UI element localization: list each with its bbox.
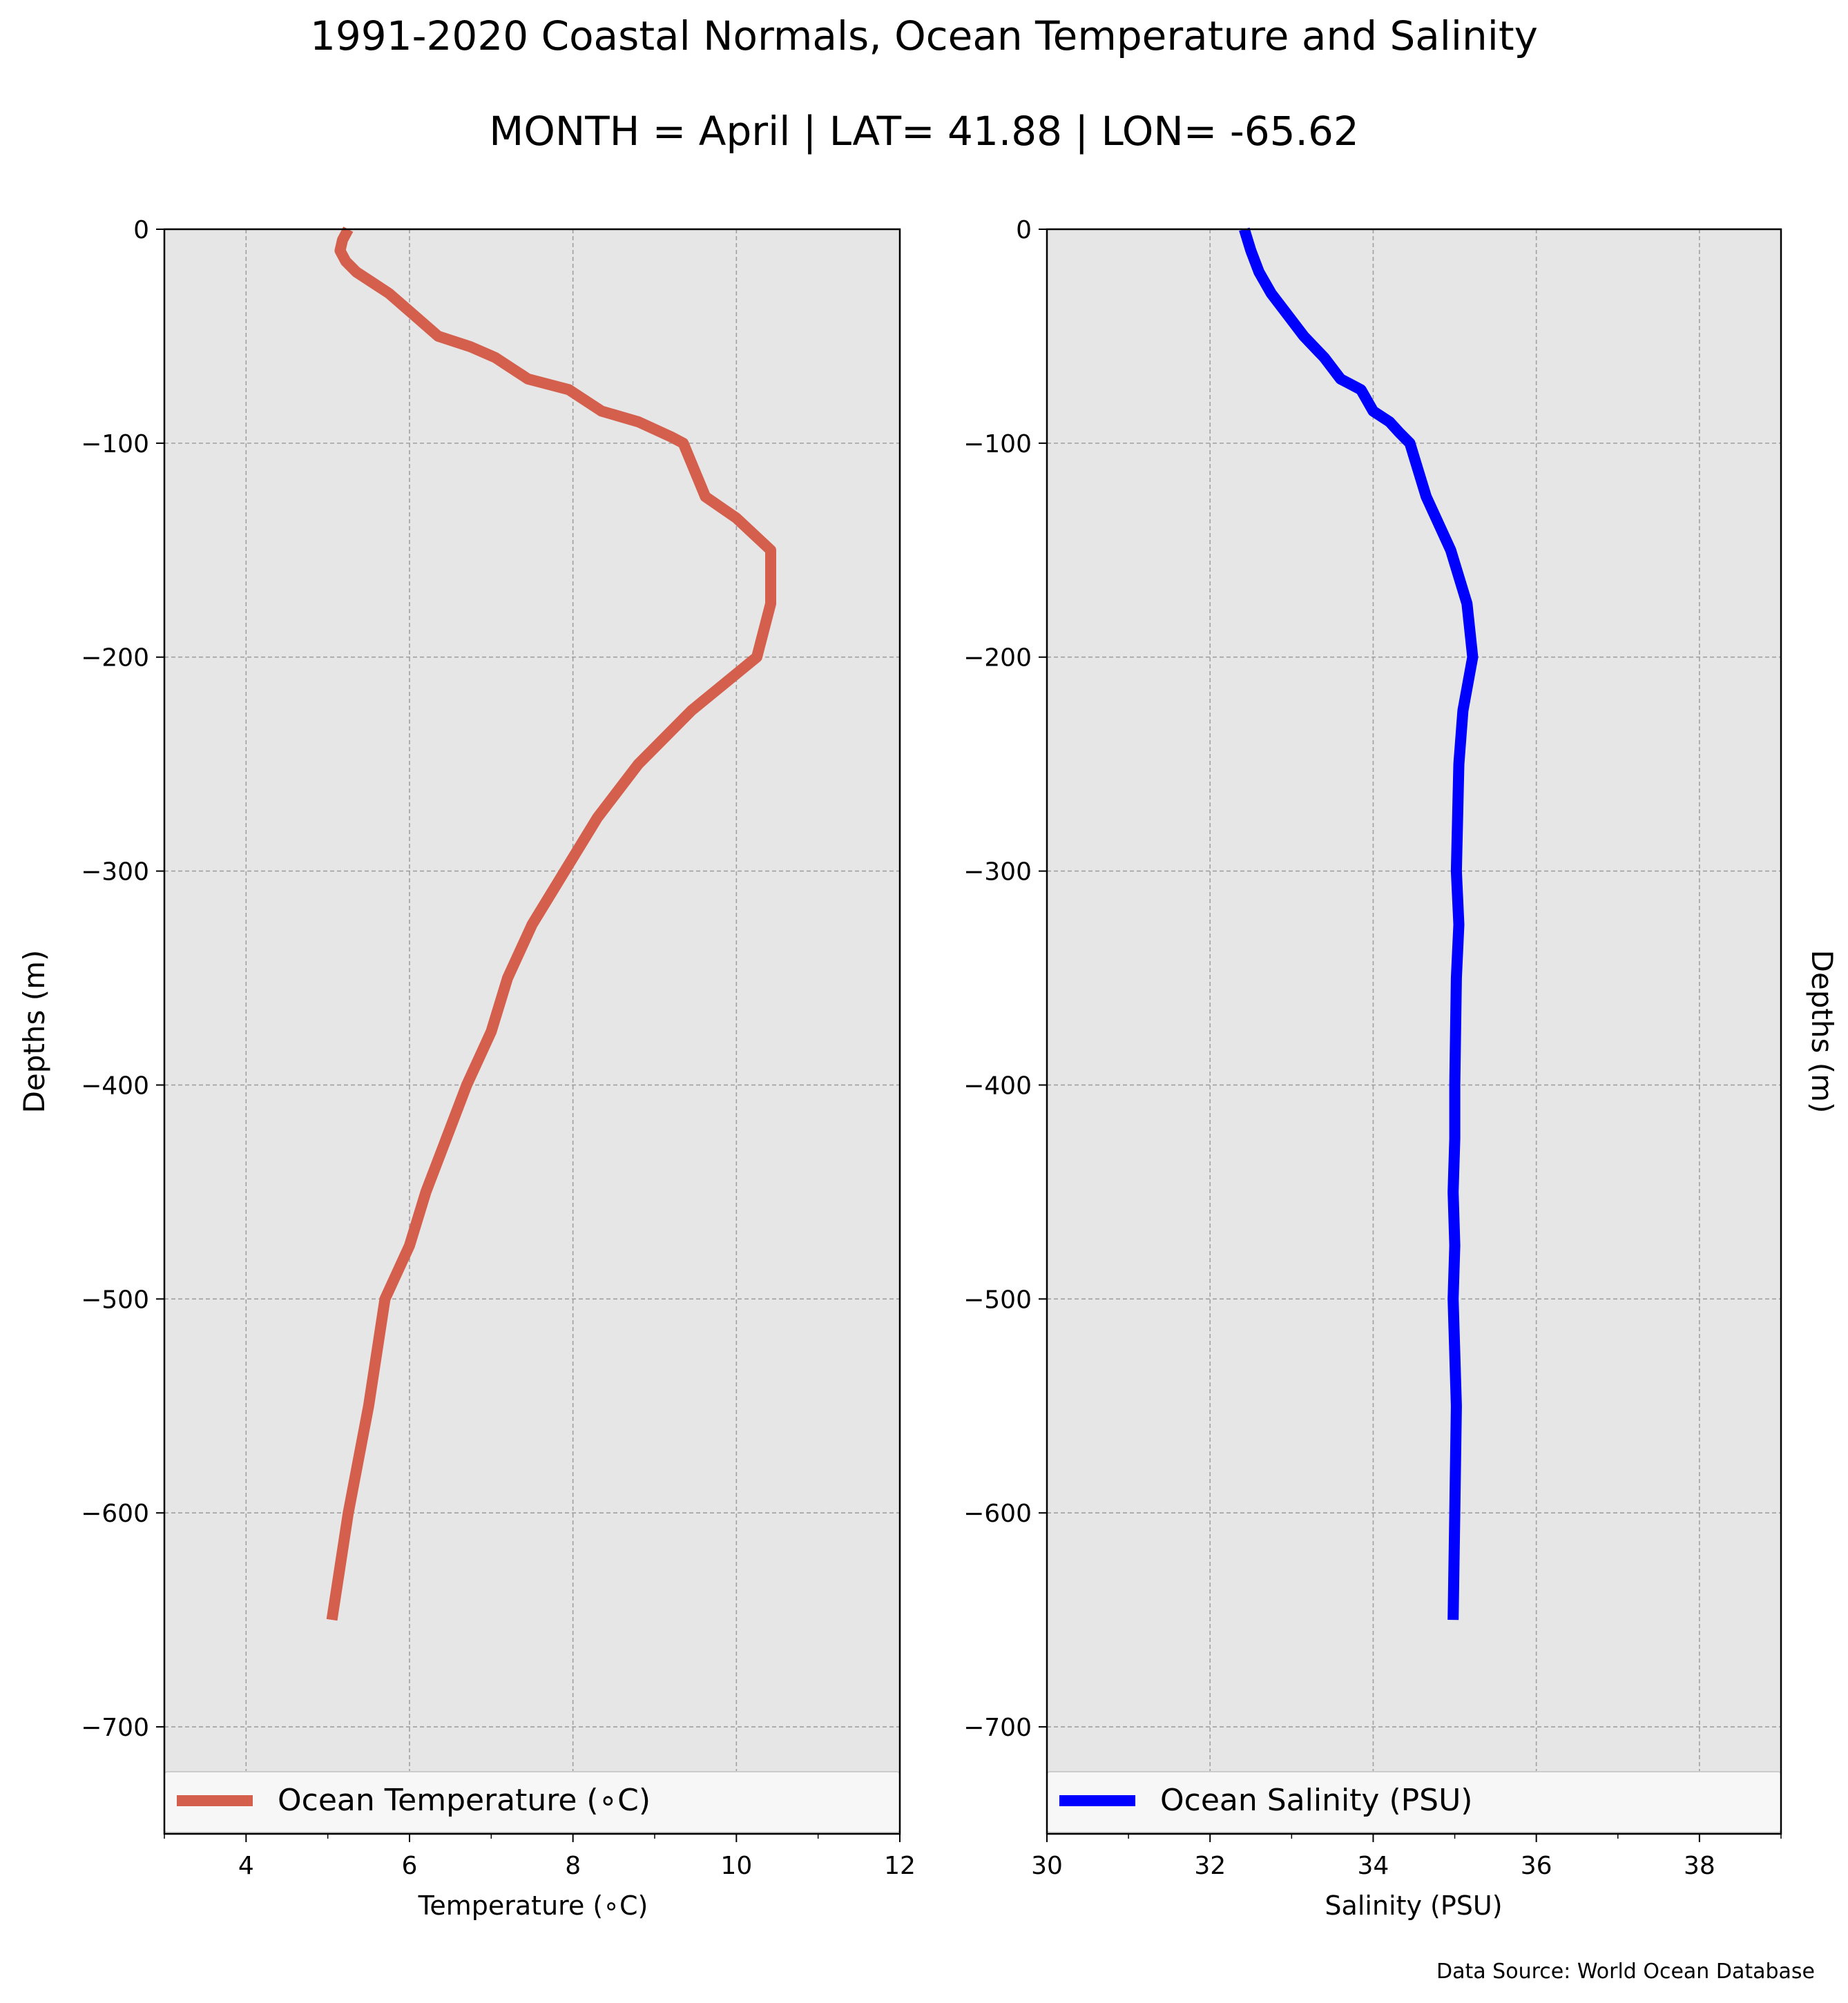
y-axis-label-right: Depths (m) [1805, 950, 1839, 1114]
temperature-x-tick-label: 6 [402, 1852, 418, 1880]
data-source-note: Data Source: World Ocean Database [1436, 1960, 1815, 1984]
salinity-x-tick-label: 36 [1521, 1852, 1552, 1880]
temperature-x-axis-label: Temperature (∘C) [418, 1890, 648, 1921]
chart-title: 1991-2020 Coastal Normals, Ocean Tempera… [310, 12, 1538, 59]
y-axis-label-left: Depths (m) [17, 950, 51, 1114]
salinity-legend: Ocean Salinity (PSU) [1046, 1771, 1782, 1833]
salinity-y-tick-label: −300 [963, 858, 1032, 887]
salinity-y-tick-label: −500 [963, 1286, 1032, 1314]
temperature-y-tick-label: −700 [81, 1714, 149, 1742]
salinity-y-tick-label: −600 [963, 1500, 1032, 1528]
salinity-y-tick-label: −200 [963, 644, 1032, 672]
temperature-panel: Ocean Temperature (∘C) 4 6 8 10 12 0 −100 −200 −… [81, 216, 916, 1921]
salinity-x-tick-label: 30 [1031, 1852, 1063, 1880]
temperature-y-tick-label: −500 [81, 1286, 149, 1314]
temperature-y-tick-label: −100 [81, 430, 149, 458]
temperature-y-tick-label: −300 [81, 858, 149, 887]
temperature-y-tick-label: −400 [81, 1072, 149, 1100]
temperature-plot-area [164, 229, 900, 1834]
temperature-x-tick-label: 8 [565, 1852, 581, 1880]
salinity-plot-area [1047, 229, 1781, 1834]
salinity-y-tick-label: −100 [963, 430, 1032, 458]
salinity-x-tick-label: 32 [1194, 1852, 1226, 1880]
salinity-y-tick-label: −400 [963, 1072, 1032, 1100]
salinity-y-tick-label: −700 [963, 1714, 1032, 1742]
salinity-line [1239, 227, 1479, 1620]
salinity-x-tick-label: 34 [1358, 1852, 1389, 1880]
salinity-x-axis-label: Salinity (PSU) [1325, 1890, 1502, 1921]
temperature-plot-frame [163, 228, 901, 1835]
temperature-x-tick-label: 12 [884, 1852, 916, 1880]
chart-subtitle: MONTH = April | LAT= 41.88 | LON= -65.62 [489, 108, 1359, 155]
salinity-legend-label: Ocean Salinity (PSU) [1160, 1783, 1472, 1818]
temperature-line [326, 226, 776, 1621]
temperature-x-tick-label: 10 [720, 1852, 752, 1880]
salinity-plot-frame [1046, 228, 1782, 1835]
temperature-legend: Ocean Temperature (∘C) [164, 1771, 901, 1833]
salinity-panel: Ocean Salinity (PSU) 30 32 34 36 38 0 −100 −200… [963, 216, 1782, 1921]
salinity-y-tick-label: 0 [1016, 216, 1032, 244]
temperature-x-tick-label: 4 [238, 1852, 254, 1880]
temperature-y-tick-label: 0 [133, 216, 149, 244]
salinity-x-tick-label: 38 [1684, 1852, 1715, 1880]
temperature-y-tick-label: −200 [81, 644, 149, 672]
temperature-y-tick-label: −600 [81, 1500, 149, 1528]
temperature-legend-label: Ocean Temperature (∘C) [278, 1783, 651, 1818]
